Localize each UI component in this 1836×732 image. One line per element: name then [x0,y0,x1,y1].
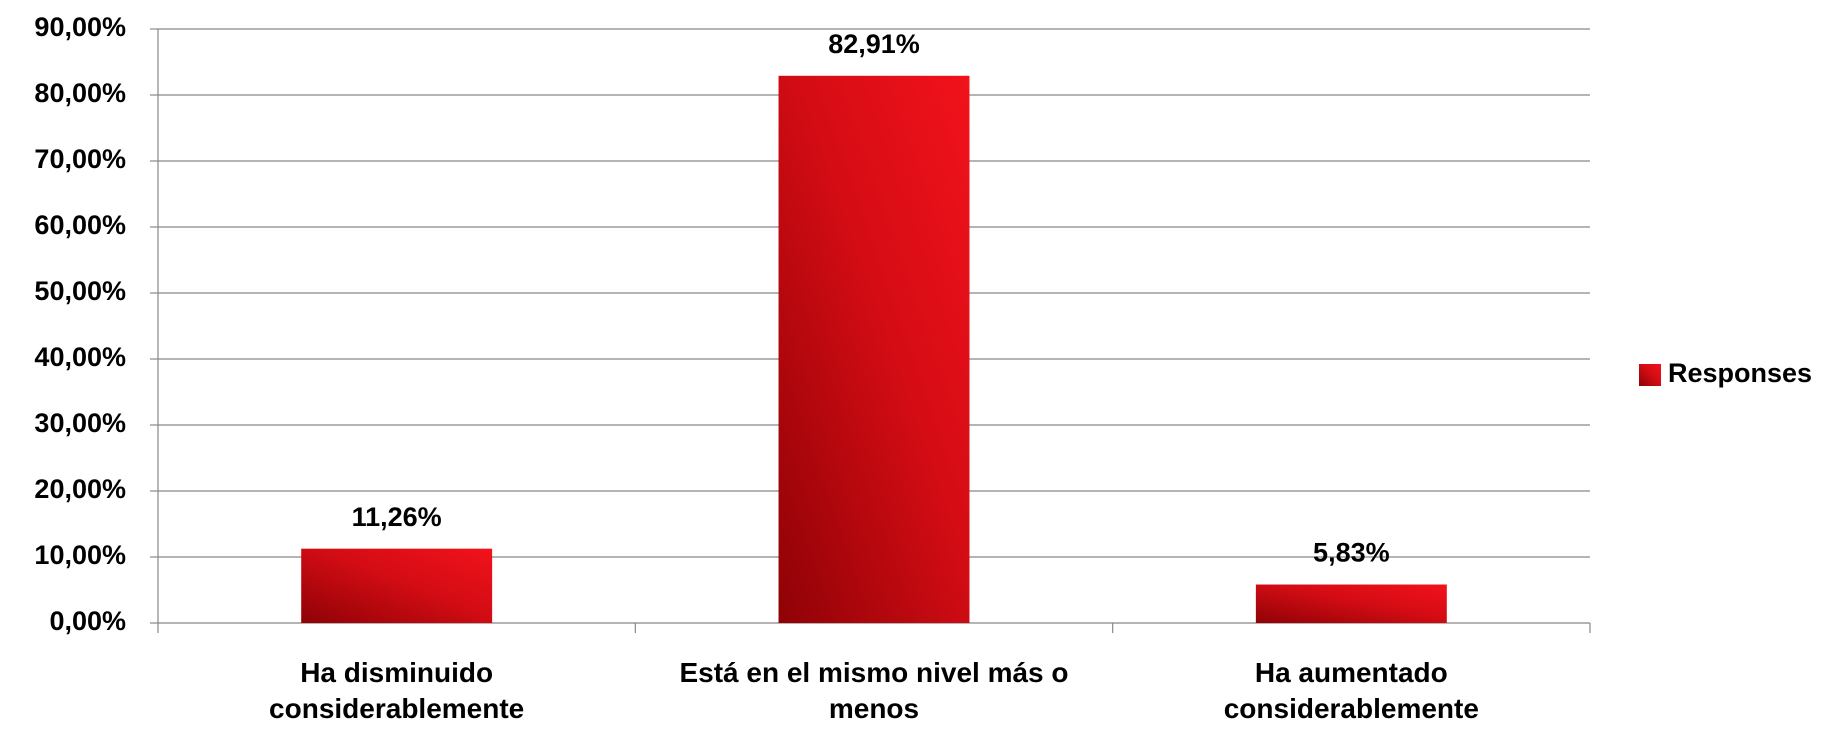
legend-label: Responses [1668,358,1812,388]
y-tick-label: 80,00% [34,78,126,108]
y-tick-label: 90,00% [34,12,126,42]
x-tick-label: Ha aumentado considerablemente [1223,657,1479,724]
y-tick-label: 70,00% [34,144,126,174]
legend-swatch [1639,364,1661,386]
data-label: 5,83% [1313,538,1390,568]
y-tick-label: 30,00% [34,408,126,438]
bar [1255,584,1447,623]
y-tick-label: 20,00% [34,474,126,504]
y-tick-label: 0,00% [49,606,126,636]
y-tick-label: 50,00% [34,276,126,306]
bar [301,548,493,623]
x-tick-label: Está en el mismo nivel más o menos [679,657,1069,724]
data-label: 82,91% [828,29,920,59]
y-tick-label: 10,00% [34,540,126,570]
x-tick-label: Ha disminuido considerablemente [269,657,525,724]
bar [778,75,970,623]
y-tick-label: 60,00% [34,210,126,240]
y-tick-label: 40,00% [34,342,126,372]
data-label: 11,26% [352,502,442,532]
